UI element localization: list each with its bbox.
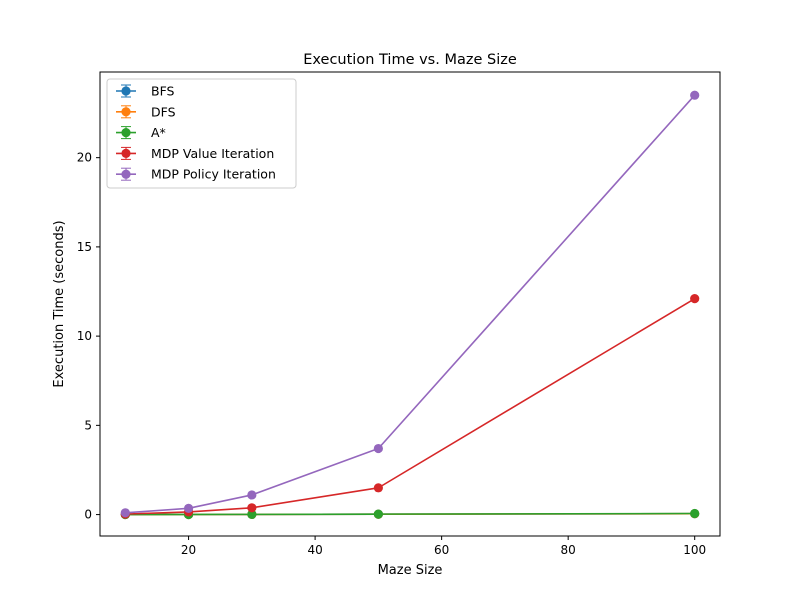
y-tick-label: 10: [77, 329, 92, 343]
legend-marker: [121, 107, 131, 117]
x-axis-ticks: 20 40 60 80 100: [181, 536, 706, 557]
legend-items: BFS DFS A* MDP Value Iteration MDP Policy It…: [116, 84, 276, 182]
legend-label: MDP Value Iteration: [151, 146, 274, 161]
legend-item: A*: [116, 125, 166, 140]
legend-item: DFS: [116, 104, 176, 119]
legend-item: MDP Value Iteration: [116, 146, 274, 161]
series-layer: [120, 90, 700, 520]
axes-frame: [99, 71, 721, 537]
x-tick-label: 20: [181, 543, 196, 557]
legend-label: BFS: [151, 84, 175, 99]
data-point: [247, 490, 257, 500]
data-point: [373, 509, 383, 519]
y-tick-label: 0: [84, 508, 92, 522]
x-tick-label: 100: [683, 543, 706, 557]
data-point: [690, 294, 700, 304]
x-axis-label: Maze Size: [378, 563, 443, 578]
data-point: [373, 443, 383, 454]
series-mdp-policy-iteration: [120, 90, 700, 518]
legend-label: MDP Policy Iteration: [151, 167, 276, 182]
data-point: [247, 509, 257, 519]
data-point: [690, 90, 700, 100]
data-point: [690, 508, 700, 519]
data-point: [120, 508, 130, 518]
legend-frame: [106, 78, 297, 189]
legend-label: DFS: [151, 104, 176, 119]
y-tick-label: 15: [77, 240, 92, 254]
y-tick-label: 5: [84, 418, 92, 432]
x-tick-label: 60: [434, 543, 449, 557]
series-line: [125, 512, 695, 516]
legend-item: BFS: [116, 84, 175, 99]
legend-marker: [121, 86, 131, 96]
data-point: [183, 503, 194, 513]
legend-marker: [121, 128, 131, 138]
x-tick-label: 40: [307, 543, 322, 557]
data-point: [373, 483, 383, 493]
x-tick-label: 80: [561, 543, 576, 557]
legend-label: A*: [151, 125, 166, 140]
data-point: [247, 503, 257, 513]
legend-marker: [121, 148, 131, 158]
y-axis-ticks: 0 5 10 15 20: [77, 151, 100, 522]
chart-title: Execution Time vs. Maze Size: [303, 52, 517, 68]
y-axis-label: Execution Time (seconds): [52, 220, 67, 387]
legend-marker: [121, 169, 131, 179]
legend-item: MDP Policy Iteration: [116, 167, 276, 182]
plot-area: 20 40 60 80 100 0 5 10 15 20: [77, 71, 721, 557]
y-tick-label: 20: [77, 151, 92, 165]
legend: BFS DFS A* MDP Value Iteration MDP Policy It…: [106, 78, 297, 189]
